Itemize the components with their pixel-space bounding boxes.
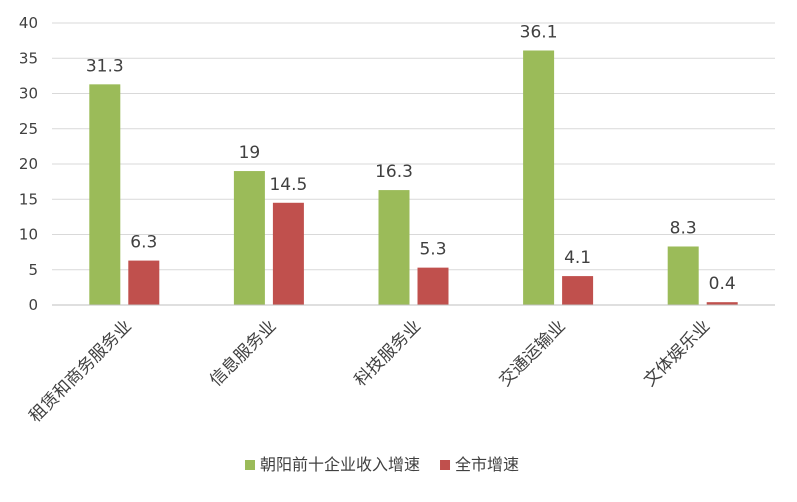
bar-chaoyang-4	[667, 246, 699, 305]
data-label: 0.4	[709, 274, 736, 294]
data-label: 36.1	[520, 22, 558, 42]
x-category-label: 租赁和商务服务业	[26, 316, 136, 426]
bar-chaoyang-1	[233, 171, 265, 305]
y-tick-label: 25	[19, 120, 38, 138]
bar-chaoyang-0	[89, 84, 121, 306]
y-tick-label: 5	[28, 261, 38, 279]
y-tick-label: 20	[19, 155, 38, 173]
bar-city-3	[562, 276, 594, 305]
data-label: 31.3	[86, 56, 124, 76]
data-label: 16.3	[375, 162, 413, 182]
x-category-label: 信息服务业	[206, 316, 280, 390]
data-label: 14.5	[269, 175, 307, 195]
y-axis: 0 5 10 15 20 25 30 35 40	[19, 14, 38, 314]
y-tick-label: 35	[19, 49, 38, 67]
bar-chaoyang-3	[523, 50, 555, 306]
bar-city-1	[272, 202, 304, 305]
x-category-label: 文体娱乐业	[640, 316, 714, 390]
y-tick-label: 40	[19, 14, 38, 32]
data-labels: 31.3 6.3 19 14.5 16.3 5.3 36.1 4.1 8.3 0.4	[86, 22, 736, 294]
data-label: 6.3	[130, 233, 157, 253]
legend-entry-1: 全市增速	[455, 455, 519, 474]
y-tick-label: 15	[19, 190, 38, 208]
data-label: 4.1	[564, 248, 591, 268]
data-label: 5.3	[419, 240, 446, 260]
bars	[89, 50, 738, 306]
data-label: 8.3	[670, 218, 697, 238]
bar-city-2	[417, 267, 449, 305]
y-tick-label: 10	[19, 226, 38, 244]
legend-entry-0: 朝阳前十企业收入增速	[260, 455, 420, 474]
bar-city-4	[706, 302, 738, 305]
data-label: 19	[239, 143, 261, 163]
legend-swatch-1	[440, 460, 451, 470]
x-axis: 租赁和商务服务业 信息服务业 科技服务业 交通运输业 文体娱乐业	[26, 304, 775, 427]
y-tick-label: 0	[28, 296, 38, 314]
x-category-label: 科技服务业	[351, 316, 425, 390]
bar-city-0	[128, 260, 160, 305]
gridlines	[52, 22, 775, 271]
y-tick-label: 30	[19, 85, 38, 103]
bar-chaoyang-2	[378, 190, 410, 305]
legend-swatch-0	[245, 460, 255, 470]
x-category-label: 交通运输业	[495, 316, 569, 390]
legend: 朝阳前十企业收入增速 全市增速	[245, 455, 519, 474]
